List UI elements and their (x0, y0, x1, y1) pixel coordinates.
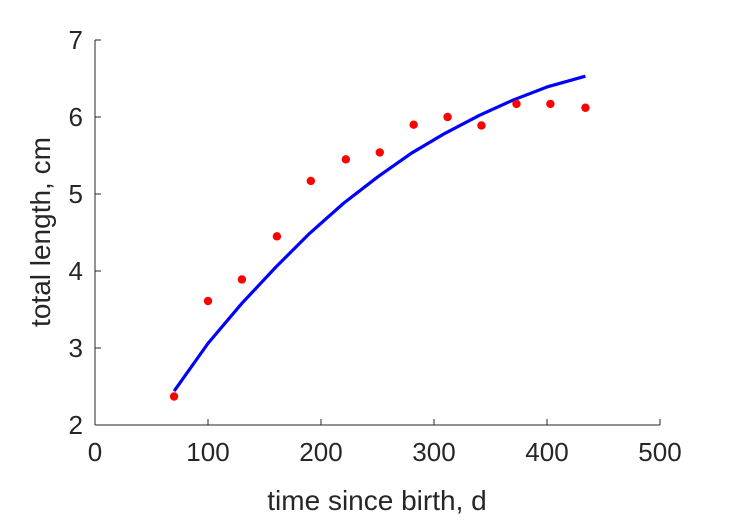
data-point (341, 155, 351, 164)
data-point (512, 99, 521, 109)
plot-area (94, 40, 660, 426)
data-point (375, 148, 384, 157)
y-tick-label: 6 (69, 102, 83, 132)
data-point (409, 120, 418, 129)
x-tick-label: 300 (412, 437, 455, 467)
data-point (546, 99, 555, 109)
y-axis-label: total length, cm (25, 137, 56, 327)
x-tick-label: 0 (88, 437, 102, 467)
data-point (306, 176, 316, 186)
data-point (477, 121, 486, 130)
x-tick-label: 100 (186, 437, 229, 467)
data-point (272, 232, 282, 241)
data-point (237, 275, 247, 284)
y-ticks: 2 3 4 5 6 7 (69, 25, 101, 440)
y-tick-label: 5 (69, 179, 83, 209)
data-point (443, 112, 452, 122)
data-point (169, 392, 179, 401)
fit-curve (172, 74, 586, 393)
x-ticks: 0 100 200 300 400 500 (88, 419, 682, 467)
y-tick-label: 4 (69, 256, 83, 286)
series-layer (169, 74, 590, 401)
x-tick-label: 500 (638, 437, 681, 467)
y-tick-label: 7 (69, 25, 83, 55)
x-tick-label: 200 (299, 437, 342, 467)
x-axis-label: time since birth, d (267, 485, 486, 516)
y-tick-label: 3 (69, 333, 83, 363)
x-tick-label: 400 (525, 437, 568, 467)
data-point (581, 103, 590, 112)
y-tick-label: 2 (69, 410, 83, 440)
data-point (203, 296, 213, 306)
